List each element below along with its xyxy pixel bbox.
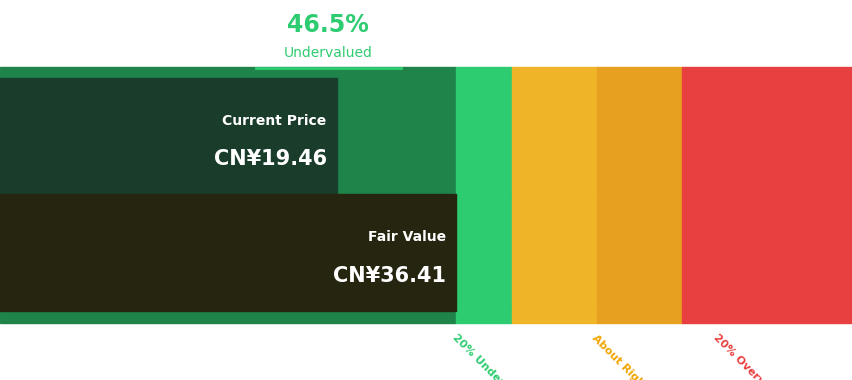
Text: Current Price: Current Price	[222, 114, 326, 128]
Text: 20% Overvalued: 20% Overvalued	[711, 332, 790, 380]
Bar	[0, 194, 456, 311]
Bar	[511, 311, 596, 323]
Bar	[0, 78, 337, 194]
Bar	[456, 311, 511, 323]
Text: 20% Undervalued: 20% Undervalued	[451, 332, 535, 380]
Bar	[511, 194, 596, 311]
Bar	[511, 67, 596, 78]
Text: Undervalued: Undervalued	[284, 46, 372, 60]
Bar	[456, 78, 511, 194]
Text: CN¥36.41: CN¥36.41	[333, 266, 446, 286]
Bar	[682, 311, 852, 323]
Text: CN¥19.46: CN¥19.46	[213, 149, 326, 169]
Text: About Right: About Right	[590, 332, 649, 380]
Bar	[0, 78, 456, 194]
Bar	[596, 311, 682, 323]
Text: Fair Value: Fair Value	[367, 230, 446, 244]
Bar	[682, 194, 852, 311]
Bar	[456, 67, 511, 78]
Bar	[0, 67, 456, 78]
Bar	[456, 194, 511, 311]
Bar	[596, 78, 682, 194]
Bar	[511, 78, 596, 194]
Bar	[0, 194, 456, 311]
Bar	[682, 67, 852, 78]
Bar	[682, 78, 852, 194]
Bar	[596, 194, 682, 311]
Bar	[596, 67, 682, 78]
Bar	[0, 311, 456, 323]
Text: 46.5%: 46.5%	[287, 13, 369, 37]
